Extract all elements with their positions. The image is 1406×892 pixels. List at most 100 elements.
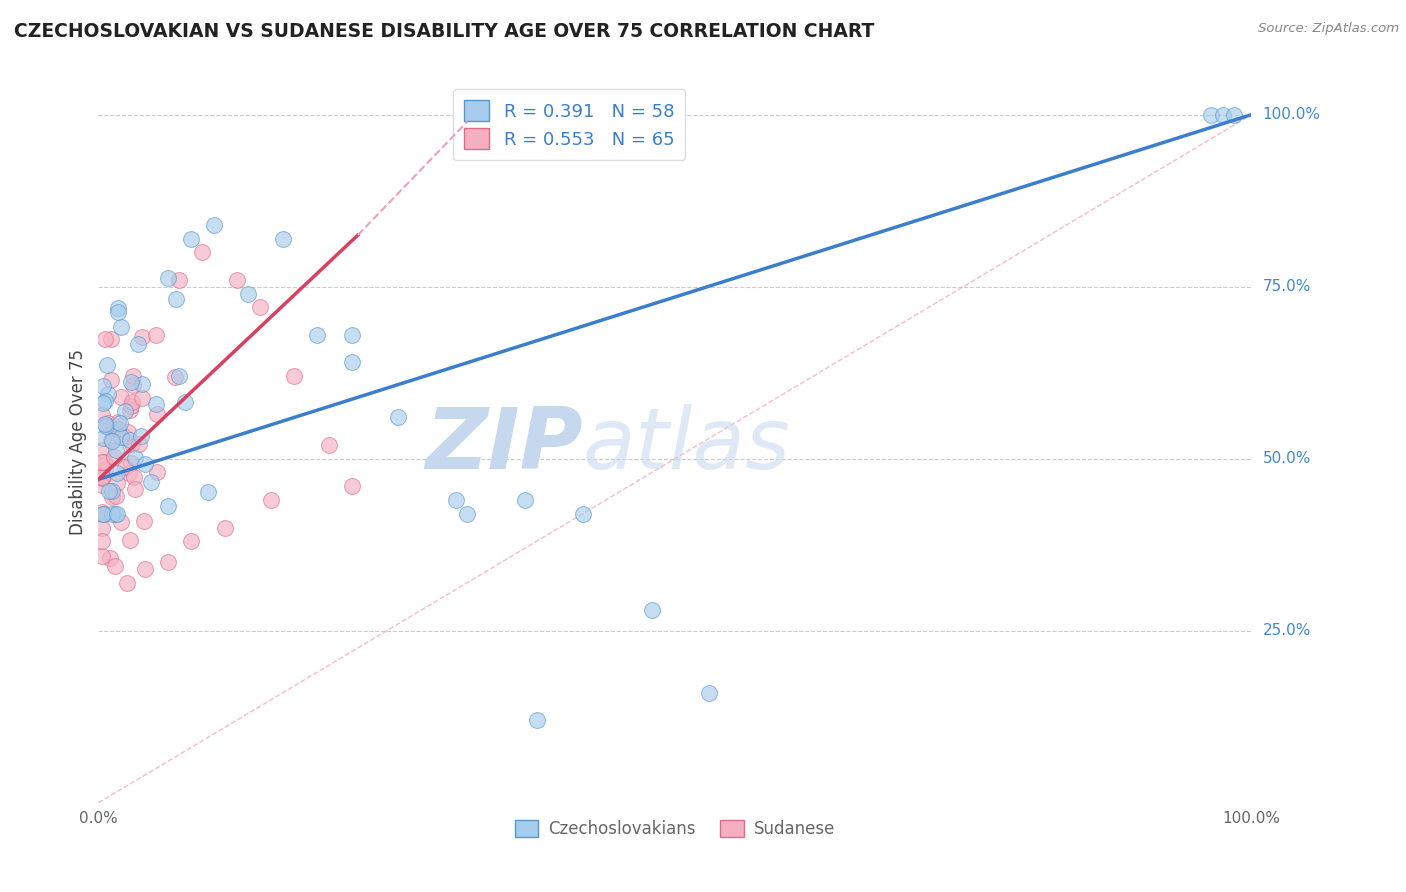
Point xyxy=(110,515,132,529)
Point xyxy=(191,245,214,260)
Point xyxy=(513,493,536,508)
Point xyxy=(271,231,294,245)
Point xyxy=(108,417,131,431)
Point xyxy=(90,470,112,484)
Point xyxy=(131,330,153,344)
Text: 100.0%: 100.0% xyxy=(1263,107,1320,122)
Point xyxy=(105,466,128,480)
Point xyxy=(94,393,117,408)
Point xyxy=(118,533,141,548)
Point xyxy=(307,327,329,342)
Point xyxy=(260,493,283,508)
Point xyxy=(104,558,127,573)
Point xyxy=(94,418,117,433)
Point xyxy=(340,479,363,493)
Text: atlas: atlas xyxy=(582,404,790,487)
Point xyxy=(180,231,202,245)
Point xyxy=(94,462,117,476)
Point xyxy=(120,434,142,448)
Point xyxy=(318,438,340,452)
Point xyxy=(340,355,363,369)
Point xyxy=(225,273,247,287)
Legend: Czechoslovakians, Sudanese: Czechoslovakians, Sudanese xyxy=(508,814,842,845)
Point xyxy=(100,484,122,499)
Point xyxy=(129,429,152,443)
Text: 50.0%: 50.0% xyxy=(1263,451,1310,467)
Point xyxy=(111,426,134,441)
Point xyxy=(456,507,478,521)
Point xyxy=(1199,108,1222,122)
Point xyxy=(91,534,114,549)
Point xyxy=(97,386,120,401)
Point xyxy=(156,500,179,514)
Point xyxy=(90,442,112,457)
Point xyxy=(641,603,664,617)
Point xyxy=(110,429,132,443)
Point xyxy=(444,493,467,508)
Point xyxy=(202,218,225,232)
Point xyxy=(340,327,363,342)
Point xyxy=(98,551,121,566)
Point xyxy=(93,455,115,469)
Point xyxy=(101,434,124,449)
Point xyxy=(145,465,167,479)
Point xyxy=(165,370,187,384)
Point xyxy=(91,507,114,521)
Point xyxy=(180,534,202,549)
Point xyxy=(110,319,132,334)
Text: ZIP: ZIP xyxy=(425,404,582,487)
Point xyxy=(128,437,150,451)
Point xyxy=(107,415,129,429)
Point xyxy=(103,419,125,434)
Point xyxy=(107,421,129,435)
Point xyxy=(114,460,136,475)
Point xyxy=(110,390,132,404)
Point xyxy=(98,420,121,434)
Point xyxy=(134,562,156,576)
Point xyxy=(127,336,149,351)
Point xyxy=(118,403,141,417)
Point xyxy=(100,373,122,387)
Point xyxy=(249,301,271,315)
Point xyxy=(197,485,219,500)
Point xyxy=(103,450,125,464)
Point xyxy=(93,508,115,522)
Point xyxy=(90,408,112,422)
Point xyxy=(124,482,146,496)
Point xyxy=(91,507,114,521)
Point xyxy=(117,425,139,439)
Point xyxy=(122,369,145,384)
Point xyxy=(571,507,593,521)
Point xyxy=(100,433,122,447)
Text: 75.0%: 75.0% xyxy=(1263,279,1310,294)
Point xyxy=(156,555,179,569)
Point xyxy=(167,273,190,287)
Point xyxy=(124,451,146,466)
Point xyxy=(104,442,127,457)
Point xyxy=(238,286,260,301)
Point xyxy=(105,507,128,521)
Point xyxy=(101,491,124,505)
Point xyxy=(94,417,117,431)
Point xyxy=(90,521,112,535)
Point xyxy=(94,332,117,346)
Point xyxy=(1223,108,1246,122)
Point xyxy=(97,416,120,430)
Point xyxy=(145,397,167,411)
Point xyxy=(121,399,143,413)
Point xyxy=(121,394,143,409)
Point xyxy=(145,327,167,342)
Point xyxy=(165,292,187,306)
Point xyxy=(122,470,145,484)
Point xyxy=(387,410,409,425)
Point xyxy=(146,407,169,421)
Point xyxy=(167,369,190,384)
Point xyxy=(90,549,112,563)
Point xyxy=(122,378,145,392)
Point xyxy=(131,377,153,392)
Point xyxy=(120,456,142,470)
Point xyxy=(107,301,129,315)
Point xyxy=(283,369,305,384)
Point xyxy=(131,391,153,405)
Point xyxy=(121,436,143,450)
